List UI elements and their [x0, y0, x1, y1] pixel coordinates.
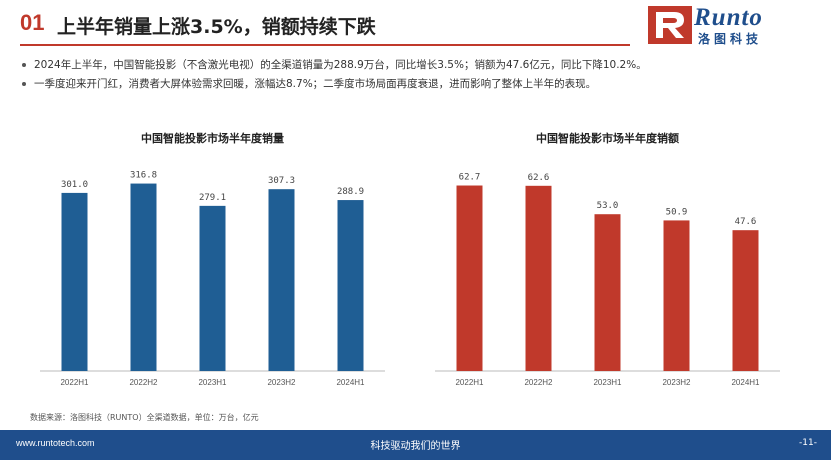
sales-volume-plot: 301.0 2022H1 316.8 2022H2 279.1 2023H1 307.3 20…	[40, 171, 385, 387]
x-tick-label: 2024H1	[731, 378, 760, 387]
bar-2022H1	[456, 185, 483, 371]
chart-title: 中国智能投影市场半年度销量	[141, 132, 284, 145]
data-label: 316.8	[130, 171, 157, 181]
data-label: 62.6	[528, 173, 550, 183]
x-tick-label: 2022H1	[455, 378, 484, 387]
x-tick-label: 2023H1	[593, 378, 622, 387]
bar-2023H1	[199, 205, 226, 371]
runto-logo: Runto 洛图科技	[648, 4, 818, 46]
x-tick-label: 2023H1	[198, 378, 227, 387]
bullet-list: 2024年上半年，中国智能投影（不含激光电视）的全渠道销量为288.9万台，同比…	[20, 56, 820, 94]
slide-header: 01 上半年销量上涨3.5%，销额持续下跌	[0, 0, 831, 50]
x-tick-label: 2023H2	[267, 378, 296, 387]
footer-slogan: 科技驱动我们的世界	[370, 441, 461, 452]
bar-2024H1	[732, 230, 759, 371]
bar-2022H2	[525, 185, 552, 371]
data-label: 288.9	[337, 187, 364, 197]
data-label: 279.1	[199, 193, 226, 203]
sales-revenue-plot: 62.7 2022H1 62.6 2022H2 53.0 2023H1 50.9 2023H2…	[435, 173, 780, 387]
bar-2022H2	[130, 183, 157, 371]
sales-revenue-chart: 中国智能投影市场半年度销额 62.7 2022H1 62.6 2022H2 53.0 20…	[425, 118, 790, 403]
bar-2023H2	[663, 220, 690, 371]
x-tick-label: 2024H1	[336, 378, 365, 387]
x-tick-label: 2023H2	[662, 378, 691, 387]
data-label: 62.7	[459, 173, 481, 183]
x-tick-label: 2022H1	[60, 378, 89, 387]
logo-chinese-name: 洛图科技	[698, 32, 763, 46]
bullet-item: 一季度迎来开门红，消费者大屏体验需求回暖，涨幅达8.7%；二季度市场局面再度衰退…	[20, 75, 820, 94]
data-label: 50.9	[666, 207, 688, 217]
data-source-note: 数据来源：洛图科技（RUNTO）全渠道数据，单位：万台，亿元	[30, 413, 259, 422]
footer-bar: www.runtotech.com 科技驱动我们的世界 -11-	[0, 430, 831, 460]
section-number: 01	[20, 10, 45, 35]
data-label: 301.0	[61, 180, 88, 190]
page-number: -11-	[799, 438, 817, 448]
x-tick-label: 2022H2	[524, 378, 553, 387]
logo-wordmark: Runto	[694, 4, 763, 31]
runto-logo-icon	[648, 6, 692, 44]
data-label: 307.3	[268, 176, 295, 186]
page-title: 上半年销量上涨3.5%，销额持续下跌	[57, 16, 376, 38]
sales-volume-chart: 中国智能投影市场半年度销量 301.0 2022H1 316.8 2022H2 279.…	[30, 118, 395, 403]
x-tick-label: 2022H2	[129, 378, 158, 387]
bar-2024H1	[337, 200, 364, 371]
data-label: 47.6	[735, 217, 757, 227]
footer-url[interactable]: www.runtotech.com	[16, 438, 95, 448]
bar-2023H2	[268, 189, 295, 371]
bar-2022H1	[61, 192, 88, 371]
bullet-item: 2024年上半年，中国智能投影（不含激光电视）的全渠道销量为288.9万台，同比…	[20, 56, 820, 75]
title-underline	[20, 44, 630, 46]
bar-2023H1	[594, 214, 621, 371]
chart-title: 中国智能投影市场半年度销额	[536, 132, 679, 145]
data-label: 53.0	[597, 201, 619, 211]
